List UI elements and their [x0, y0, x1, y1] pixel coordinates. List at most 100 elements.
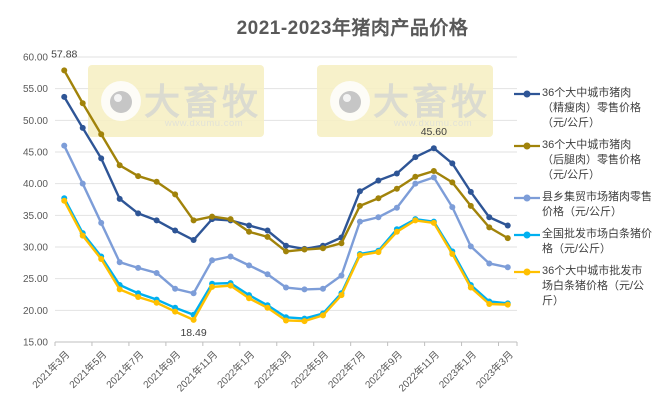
series-marker-0 — [172, 227, 179, 234]
x-tick-label: 2022年3月 — [251, 348, 294, 391]
series-marker-0 — [449, 160, 456, 167]
series-marker-4 — [449, 250, 456, 257]
legend: 36个大中城市猪肉（精瘦肉）零售价格（元/公斤） 36个大中城市猪肉（后腿肉）零售… — [514, 86, 652, 309]
series-marker-2 — [504, 264, 511, 271]
series-marker-1 — [227, 216, 234, 223]
series-marker-4 — [283, 317, 289, 324]
series-marker-0 — [504, 222, 511, 229]
series-marker-4 — [467, 284, 474, 291]
x-tick-label: 2021年3月 — [29, 348, 72, 391]
series-marker-1 — [153, 178, 160, 185]
series-marker-0 — [153, 217, 160, 224]
series-marker-1 — [412, 173, 419, 180]
series-marker-2 — [190, 290, 197, 297]
series-marker-4 — [172, 308, 179, 315]
series-marker-2 — [319, 285, 326, 292]
y-tick-label: 55.00 — [23, 84, 48, 95]
series-marker-2 — [209, 257, 216, 264]
y-tick-label: 45.00 — [23, 148, 48, 159]
legend-item-0: 36个大中城市猪肉（精瘦肉）零售价格（元/公斤） — [514, 86, 652, 131]
series-marker-0 — [264, 227, 271, 234]
legend-label: 36个大中城市猪肉（精瘦肉）零售价格（元/公斤） — [542, 87, 641, 129]
legend-marker-icon — [514, 142, 540, 150]
series-marker-2 — [227, 253, 234, 260]
series-marker-1 — [61, 67, 68, 74]
series-marker-0 — [283, 242, 289, 249]
series-marker-0 — [486, 214, 493, 221]
series-marker-1 — [393, 185, 400, 192]
y-tick-label: 35.00 — [23, 211, 48, 222]
series-marker-1 — [430, 168, 437, 174]
x-tick-label: 2022年5月 — [288, 348, 331, 391]
series-marker-2 — [283, 284, 289, 291]
series-marker-1 — [375, 195, 382, 202]
series-line-3 — [63, 197, 509, 320]
series-marker-0 — [61, 93, 68, 100]
series-marker-4 — [116, 286, 123, 293]
legend-marker-icon — [514, 268, 540, 276]
series-marker-2 — [375, 214, 382, 221]
x-tick-label: 2022年1月 — [214, 348, 257, 391]
series-marker-1 — [98, 131, 105, 138]
series-marker-2 — [356, 218, 363, 225]
x-tick-label: 2022年7月 — [325, 348, 368, 391]
data-label: 18.49 — [180, 327, 206, 339]
series-marker-1 — [264, 233, 271, 240]
series-marker-2 — [412, 180, 419, 187]
series-marker-4 — [246, 295, 253, 302]
series-marker-4 — [412, 217, 419, 224]
legend-marker-icon — [514, 194, 540, 202]
series-marker-2 — [61, 142, 68, 149]
series-marker-1 — [190, 217, 197, 224]
series-marker-4 — [153, 299, 160, 306]
series-marker-1 — [116, 162, 123, 169]
series-marker-1 — [135, 173, 142, 180]
series-marker-1 — [356, 202, 363, 209]
series-marker-2 — [79, 180, 86, 187]
legend-item-4: 36个大中城市批发市场白条猪价格（元/公斤） — [514, 264, 652, 309]
series-marker-0 — [356, 188, 363, 195]
y-tick-label: 40.00 — [23, 179, 48, 190]
series-marker-1 — [467, 202, 474, 209]
series-marker-4 — [393, 228, 400, 235]
series-marker-2 — [153, 269, 160, 276]
series-marker-2 — [393, 204, 400, 211]
series-marker-0 — [430, 145, 437, 152]
chart-title: 2021-2023年猪肉产品价格 — [236, 18, 469, 39]
series-marker-4 — [209, 283, 216, 290]
x-tick-label: 2023年3月 — [473, 348, 516, 391]
y-tick-label: 20.00 — [23, 306, 48, 317]
series-marker-2 — [135, 264, 142, 271]
series-marker-1 — [301, 246, 308, 253]
legend-marker-icon — [514, 90, 540, 98]
series-marker-1 — [449, 179, 456, 186]
series-marker-2 — [430, 174, 437, 181]
series-marker-1 — [172, 191, 179, 198]
series-marker-4 — [98, 256, 105, 263]
series-marker-1 — [246, 228, 253, 235]
series-line-4 — [63, 199, 509, 323]
series-marker-2 — [449, 204, 456, 211]
series-marker-2 — [486, 260, 493, 267]
watermark-url: www.dxumu.com — [164, 118, 243, 129]
y-tick-label: 15.00 — [23, 338, 48, 349]
data-label: 45.60 — [421, 126, 447, 138]
series-marker-4 — [190, 316, 197, 323]
series-marker-0 — [375, 177, 382, 184]
series-marker-4 — [486, 301, 493, 307]
series-marker-4 — [61, 197, 68, 204]
series-marker-1 — [504, 235, 511, 242]
series-line-2 — [63, 144, 509, 295]
y-tick-label: 25.00 — [23, 274, 48, 285]
legend-item-2: 县乡集贸市场猪肉零售价格（元/公斤） — [514, 190, 652, 220]
series-marker-2 — [246, 262, 253, 269]
series-marker-0 — [467, 188, 474, 195]
series-marker-4 — [375, 249, 382, 256]
legend-label: 36个大中城市批发市场白条猪价格（元/公斤） — [542, 265, 645, 307]
series-marker-0 — [79, 124, 86, 131]
series-marker-4 — [504, 301, 511, 308]
series-marker-4 — [227, 282, 234, 289]
